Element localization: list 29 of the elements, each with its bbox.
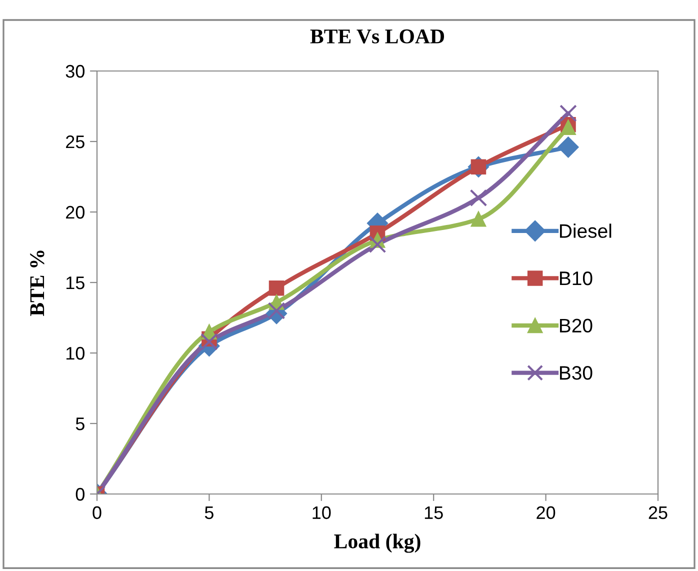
legend-label: B10 xyxy=(560,271,592,286)
point xyxy=(268,280,284,296)
point xyxy=(200,333,218,350)
y-tick-label: 0 xyxy=(76,488,84,501)
y-tick-label: 15 xyxy=(66,276,84,290)
chart-title: BTE Vs LOAD xyxy=(310,29,444,44)
x-tick-label: 10 xyxy=(312,506,331,520)
point xyxy=(470,189,488,207)
x-tick-label: 5 xyxy=(204,506,214,520)
x-tick-label: 0 xyxy=(92,506,102,520)
y-axis-title: BTE % xyxy=(30,250,44,316)
point xyxy=(470,211,486,227)
x-tick-label: 20 xyxy=(536,506,556,520)
point xyxy=(560,120,576,136)
x-tick-label: 15 xyxy=(424,506,443,520)
legend-label: Diesel xyxy=(560,224,612,238)
y-tick-label: 5 xyxy=(76,418,84,430)
y-tick-label: 25 xyxy=(66,135,84,148)
y-tick-label: 10 xyxy=(66,346,84,360)
point xyxy=(268,302,286,320)
point xyxy=(558,136,579,158)
point xyxy=(368,236,386,254)
x-tick-label: 25 xyxy=(648,506,668,520)
y-tick-label: 30 xyxy=(66,64,84,78)
point xyxy=(560,104,577,122)
x-axis-title: Load (kg) xyxy=(334,534,420,553)
legend-label: B20 xyxy=(560,318,592,333)
legend-label: B30 xyxy=(560,366,592,380)
y-tick-label: 20 xyxy=(66,206,84,219)
